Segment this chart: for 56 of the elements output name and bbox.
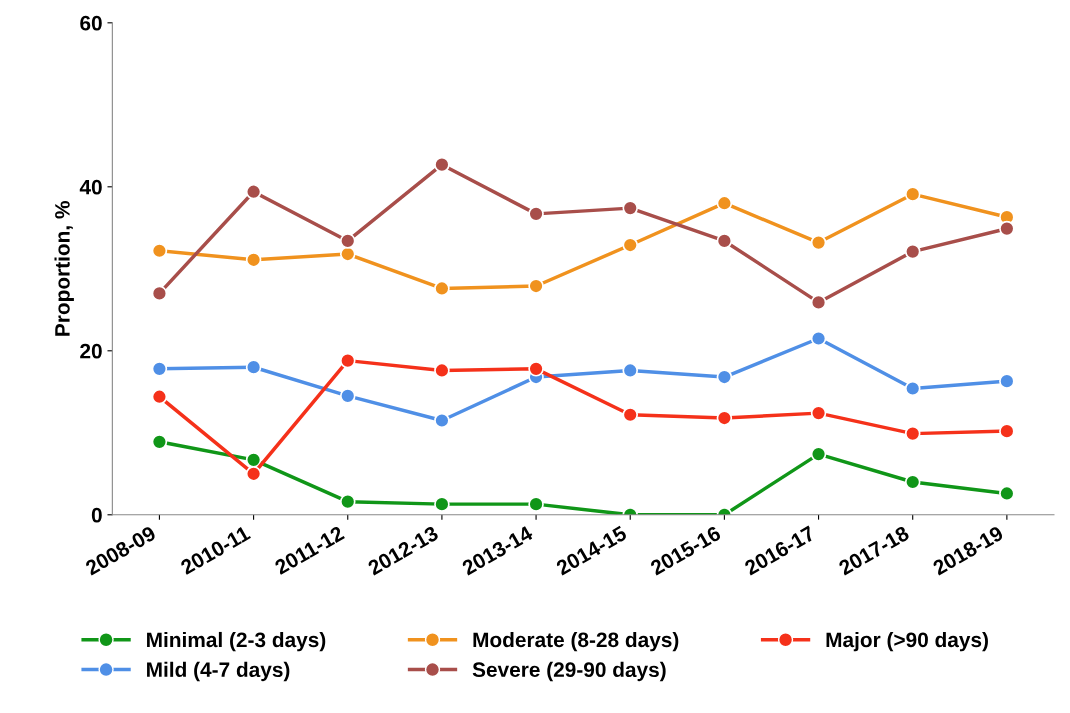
point [716, 369, 733, 385]
point [810, 446, 827, 462]
point [151, 242, 168, 259]
point [245, 252, 262, 268]
point [622, 200, 639, 216]
point [528, 361, 544, 377]
point [434, 496, 450, 512]
point [245, 359, 262, 375]
legend-label: Major (>90 days) [826, 631, 988, 652]
point [810, 330, 827, 347]
point [339, 233, 356, 249]
y-tick-label: 40 [79, 179, 102, 195]
point [434, 280, 450, 297]
point [528, 278, 544, 294]
point [999, 485, 1015, 502]
point [245, 183, 262, 200]
point [716, 410, 733, 426]
y-tick-label: 0 [91, 507, 102, 523]
point [151, 388, 168, 405]
legend-label: Minimal (2-3 days) [147, 631, 326, 652]
y-tick-label: 60 [80, 15, 102, 31]
point [434, 412, 450, 429]
point [904, 380, 921, 397]
point [904, 243, 921, 260]
point [339, 493, 356, 510]
point [999, 423, 1015, 439]
point [339, 352, 356, 369]
point [245, 466, 262, 482]
legend-label: Moderate (8-28 days) [473, 631, 679, 652]
y-axis-title: Proportion, % [54, 201, 74, 336]
point [904, 186, 921, 202]
point [434, 362, 450, 379]
point [810, 294, 827, 311]
point [434, 156, 450, 173]
point [716, 195, 733, 211]
point [999, 220, 1015, 237]
point [151, 285, 168, 302]
point [716, 233, 733, 249]
point [151, 361, 168, 377]
point [810, 234, 827, 251]
point [245, 452, 262, 468]
legend-label: Severe (29-90 days) [472, 661, 666, 682]
point [339, 246, 356, 262]
point [622, 406, 639, 423]
point [528, 496, 544, 512]
point [810, 405, 827, 421]
point [528, 206, 544, 222]
point [999, 373, 1015, 389]
y-tick-label: 20 [80, 343, 102, 359]
point [622, 237, 639, 253]
legend-label: Mild (4-7 days) [147, 661, 290, 682]
point [904, 425, 921, 442]
point [339, 388, 356, 404]
point [151, 434, 168, 450]
point [622, 362, 639, 379]
point [904, 474, 921, 490]
